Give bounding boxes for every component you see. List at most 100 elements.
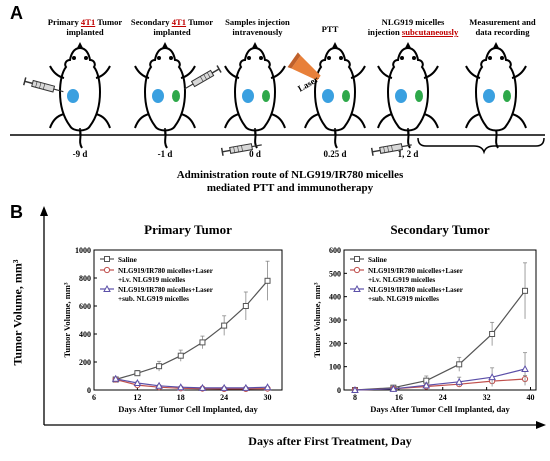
data-point — [134, 370, 141, 377]
data-point — [220, 383, 228, 391]
outer-x-axis-label: Days after First Treatment, Day — [248, 434, 412, 448]
mouse-primary-implant — [49, 41, 111, 149]
series-line — [354, 368, 526, 391]
legend-label: NLG919/IR780 micelles+Laser — [118, 267, 214, 275]
data-point — [488, 373, 496, 381]
chart-title: Primary Tumor — [144, 222, 232, 237]
y-tick-label: 100 — [329, 363, 341, 372]
x-tick-label: 18 — [177, 393, 185, 402]
mouse-ptt — [304, 41, 366, 149]
data-point — [264, 277, 271, 284]
timeline-illustration: Laser — [10, 41, 545, 157]
y-tick-label: 400 — [79, 330, 91, 339]
data-point — [422, 381, 431, 389]
primary-tumor-chart: Primary Tumor 0 200 400 600 800 1000 6 12 18 24 30 D… — [62, 222, 283, 414]
data-point — [522, 287, 529, 294]
data-point — [156, 363, 163, 370]
route-caption: Administration route of NLG919/IR780 mic… — [176, 169, 404, 194]
data-point — [177, 352, 184, 359]
y-axis-label: Tumor Volume, mm³ — [312, 282, 322, 357]
plot-frame — [93, 249, 283, 391]
mouse-sample-injection — [224, 41, 286, 149]
chart-title: Secondary Tumor — [390, 222, 490, 237]
x-tick-label: 40 — [527, 393, 535, 402]
data-point — [242, 303, 249, 309]
data-point — [351, 385, 359, 393]
x-tick-label: 8 — [353, 393, 357, 402]
day-label: 0 d — [249, 149, 261, 159]
data-point — [155, 381, 163, 389]
data-point — [455, 377, 464, 385]
day-label: -9 d — [72, 149, 88, 159]
legend-label: Saline — [118, 256, 137, 264]
x-tick-label: 32 — [483, 393, 491, 402]
data-point — [263, 383, 272, 391]
x-tick-label: 30 — [264, 393, 272, 402]
legend-marker — [354, 256, 360, 262]
x-axis-label: Days After Tumor Cell Implanted, day — [118, 404, 258, 414]
primary-tumor-marker — [67, 89, 79, 103]
y-tick-label: 0 — [87, 386, 91, 395]
y-tick-label: 500 — [329, 269, 341, 278]
x-tick-label: 16 — [395, 393, 403, 402]
data-point — [221, 322, 228, 329]
legend-label: NLG919/IR780 micelles+Laser — [368, 286, 464, 294]
mouse-measurement — [465, 41, 527, 149]
y-axis-label: Tumor Volume, mm³ — [62, 282, 72, 357]
data-point — [521, 364, 529, 372]
y-tick-label: 600 — [79, 302, 91, 311]
data-point — [242, 383, 250, 391]
mouse-nlg919-injection — [377, 41, 439, 149]
data-point — [389, 384, 398, 392]
legend-marker — [353, 284, 361, 292]
series-line — [115, 378, 268, 389]
data-point — [198, 383, 207, 391]
x-tick-label: 24 — [439, 393, 447, 402]
x-tick-label: 12 — [133, 393, 141, 402]
panel-a-letter: A — [10, 3, 23, 23]
y-tick-label: 200 — [79, 358, 91, 367]
legend-label: NLG919/IR780 micelles+Laser — [368, 267, 464, 275]
outer-y-axis-label: Tumor Volume, mm³ — [10, 259, 25, 366]
step-ptt-label: PTT — [321, 24, 339, 34]
step-primary-implant-label: Primary 4T1 Tumor implanted — [47, 17, 123, 37]
panel-b-letter: B — [10, 202, 23, 222]
day-label: -1 d — [157, 149, 173, 159]
step-sample-injection-label: Samples injection intravenously — [225, 17, 290, 37]
legend-marker — [353, 266, 361, 274]
legend-label: +sub. NLG919 micelles — [368, 295, 439, 303]
step-nlg919-injection-label: NLG919 micelles injection subcutaneously — [367, 17, 459, 37]
legend-marker — [104, 256, 110, 262]
y-tick-label: 800 — [79, 274, 91, 283]
legend-label: NLG919/IR780 micelles+Laser — [118, 286, 214, 294]
data-point — [199, 339, 206, 346]
x-axis-label: Days After Tumor Cell Implanted, day — [370, 404, 510, 414]
secondary-tumor-marker — [172, 90, 180, 102]
measurement-brace — [417, 137, 545, 155]
data-point — [456, 361, 463, 368]
x-tick-label: 24 — [220, 393, 228, 402]
y-tick-label: 600 — [329, 246, 341, 255]
mouse-secondary-implant — [134, 41, 196, 149]
series-line — [115, 280, 268, 381]
y-tick-label: 200 — [329, 339, 341, 348]
legend-label: +i.v. NLG919 micelles — [118, 276, 185, 284]
legend-label: +sub. NLG919 micelles — [118, 295, 189, 303]
legend-label: Saline — [368, 256, 387, 264]
data-point — [489, 331, 496, 337]
day-label: 0.25 d — [323, 149, 347, 159]
step-secondary-implant-label: Secondary 4T1 Tumor implanted — [130, 17, 214, 37]
legend-marker — [103, 284, 111, 292]
data-point — [133, 378, 142, 386]
day-label: 1, 2 d — [397, 149, 419, 159]
y-tick-label: 0 — [337, 386, 341, 395]
series-line — [354, 290, 526, 391]
y-tick-label: 1000 — [75, 246, 91, 255]
y-tick-label: 300 — [329, 316, 341, 325]
legend-label: +i.v. NLG919 micelles — [368, 276, 435, 284]
data-point — [176, 383, 185, 391]
x-tick-label: 6 — [92, 393, 96, 402]
legend-marker — [103, 266, 111, 274]
series-line — [115, 378, 268, 390]
